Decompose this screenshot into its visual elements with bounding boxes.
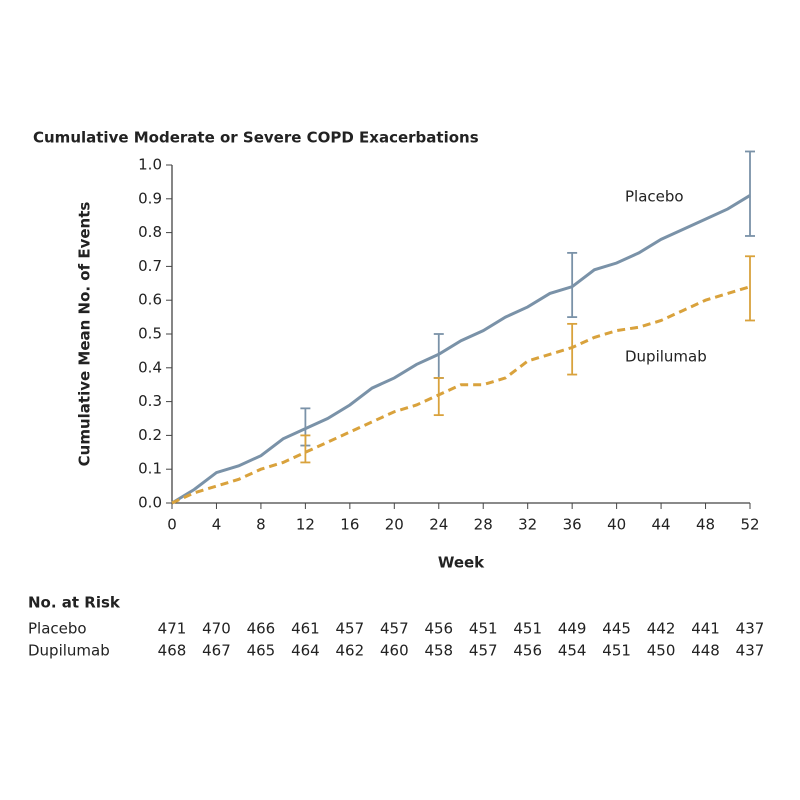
risk-value: 466 — [247, 620, 276, 638]
risk-value: 448 — [691, 642, 720, 660]
y-tick-label: 0.2 — [138, 426, 162, 444]
risk-value: 450 — [647, 642, 676, 660]
risk-value: 457 — [469, 642, 498, 660]
legend-label: Dupilumab — [625, 348, 707, 366]
risk-value: 437 — [736, 642, 765, 660]
x-tick-label: 8 — [256, 516, 266, 534]
series-line — [171, 285, 751, 505]
error-bar — [567, 251, 578, 319]
error-bar — [567, 322, 578, 376]
risk-value: 460 — [380, 642, 409, 660]
risk-value: 457 — [336, 620, 365, 638]
error-bar — [300, 434, 311, 464]
y-tick-label: 0.6 — [138, 291, 162, 309]
risk-row-name: Placebo — [28, 620, 87, 638]
x-tick-label: 12 — [296, 516, 315, 534]
risk-value: 457 — [380, 620, 409, 638]
risk-value: 456 — [424, 620, 453, 638]
error-bar — [745, 150, 755, 237]
error-bar — [745, 255, 755, 322]
x-tick-label: 24 — [429, 516, 448, 534]
risk-value: 445 — [602, 620, 631, 638]
x-tick-label: 4 — [212, 516, 222, 534]
y-tick-label: 0.1 — [138, 460, 162, 478]
risk-value: 471 — [158, 620, 187, 638]
y-tick-label: 0.3 — [138, 392, 162, 410]
risk-value: 461 — [291, 620, 320, 638]
risk-value: 451 — [469, 620, 498, 638]
risk-value: 470 — [202, 620, 231, 638]
risk-value: 456 — [513, 642, 542, 660]
risk-table-title: No. at Risk — [28, 594, 121, 612]
x-tick-label: 48 — [696, 516, 715, 534]
x-tick-label: 36 — [563, 516, 582, 534]
y-tick-label: 0.8 — [138, 223, 162, 241]
risk-value: 451 — [513, 620, 542, 638]
y-tick-label: 0.9 — [138, 189, 162, 207]
risk-value: 441 — [691, 620, 720, 638]
error-bar — [433, 377, 444, 417]
x-tick-label: 0 — [167, 516, 177, 534]
risk-value: 467 — [202, 642, 231, 660]
x-tick-label: 16 — [340, 516, 359, 534]
y-axis-label: Cumulative Mean No. of Events — [76, 202, 94, 467]
y-tick-label: 0.7 — [138, 257, 162, 275]
risk-row-name: Dupilumab — [28, 642, 110, 660]
legend-label: Placebo — [625, 188, 684, 206]
risk-value: 442 — [647, 620, 676, 638]
y-tick-label: 1.0 — [138, 156, 162, 174]
x-tick-label: 40 — [607, 516, 626, 534]
risk-value: 437 — [736, 620, 765, 638]
x-axis-label: Week — [438, 554, 485, 572]
y-tick-label: 0.5 — [138, 325, 162, 343]
chart-title: Cumulative Moderate or Severe COPD Exace… — [33, 129, 479, 147]
risk-value: 468 — [158, 642, 187, 660]
risk-value: 465 — [247, 642, 276, 660]
y-tick-label: 0.4 — [138, 358, 162, 376]
x-tick-label: 20 — [385, 516, 404, 534]
risk-value: 462 — [336, 642, 365, 660]
risk-value: 451 — [602, 642, 631, 660]
x-tick-label: 44 — [652, 516, 671, 534]
risk-value: 464 — [291, 642, 320, 660]
x-tick-label: 52 — [740, 516, 759, 534]
series-line — [171, 194, 751, 505]
risk-value: 454 — [558, 642, 587, 660]
risk-value: 449 — [558, 620, 587, 638]
y-tick-label: 0.0 — [138, 494, 162, 512]
x-tick-label: 32 — [518, 516, 537, 534]
x-tick-label: 28 — [474, 516, 493, 534]
risk-value: 458 — [424, 642, 453, 660]
